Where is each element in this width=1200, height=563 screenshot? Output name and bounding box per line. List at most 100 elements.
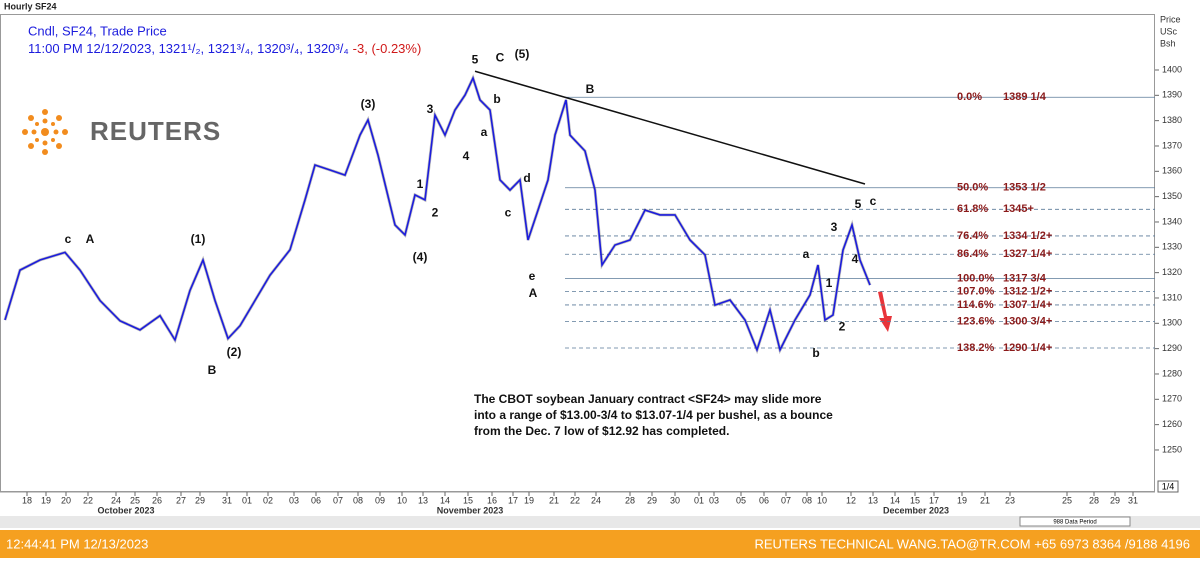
- wave-label: (2): [227, 345, 242, 359]
- x-tick-label: 02: [263, 495, 273, 505]
- fib-price: 1312 1/2+: [1003, 286, 1052, 298]
- x-tick-label: 31: [222, 495, 232, 505]
- fib-price: 1307 1/4+: [1003, 299, 1052, 311]
- wave-label: 4: [463, 149, 470, 163]
- wave-label: B: [208, 363, 217, 377]
- x-tick-label: 06: [759, 495, 769, 505]
- wave-label: B: [586, 82, 595, 96]
- x-tick-label: 10: [817, 495, 827, 505]
- y-tick-label: 1260: [1162, 419, 1182, 429]
- fib-price: 1290 1/4+: [1003, 342, 1052, 354]
- x-tick-label: 24: [111, 495, 121, 505]
- wave-label: (1): [191, 232, 206, 246]
- x-tick-label: 08: [353, 495, 363, 505]
- y-tick-label: 1380: [1162, 115, 1182, 125]
- trendline: [474, 70, 866, 185]
- wave-label: c: [65, 232, 72, 246]
- wave-label: b: [493, 92, 500, 106]
- scale-box-label: 1/4: [1162, 481, 1175, 491]
- wave-label: e: [529, 269, 536, 283]
- y-tick-label: 1290: [1162, 343, 1182, 353]
- y-tick-label: 1310: [1162, 292, 1182, 302]
- y-tick-label: 1280: [1162, 368, 1182, 378]
- fib-pct: 0.0%: [957, 91, 982, 103]
- x-tick-label: 01: [242, 495, 252, 505]
- comment-line: The CBOT soybean January contract <SF24>…: [474, 392, 822, 406]
- y-tick-label: 1250: [1162, 444, 1182, 454]
- wave-label: (3): [361, 97, 376, 111]
- x-tick-label: 31: [1128, 495, 1138, 505]
- series-info: Cndl, SF24, Trade Price: [28, 23, 167, 38]
- data-period: 988 Data Period: [1053, 520, 1096, 526]
- month-label: December 2023: [883, 505, 949, 515]
- month-label: November 2023: [437, 505, 504, 515]
- x-tick-label: 08: [802, 495, 812, 505]
- x-tick-label: 30: [670, 495, 680, 505]
- x-tick-label: 29: [1110, 495, 1120, 505]
- scale-box[interactable]: [1157, 480, 1179, 493]
- x-tick-label: 22: [83, 495, 93, 505]
- comment-line: into a range of $13.00-3/4 to $13.07-1/4…: [474, 408, 833, 422]
- x-tick-label: 26: [152, 495, 162, 505]
- price-line: [4, 75, 871, 353]
- x-tick-label: 13: [418, 495, 428, 505]
- chart-title: Hourly SF24: [4, 1, 57, 11]
- y-tick-label: 1330: [1162, 242, 1182, 252]
- fib-pct: 123.6%: [957, 315, 995, 327]
- fib-price: 1317 3/4: [1003, 272, 1047, 284]
- fib-pct: 61.8%: [957, 203, 988, 215]
- fib-price: 1300 3/4+: [1003, 315, 1052, 327]
- x-tick-label: 13: [868, 495, 878, 505]
- x-tick-label: 07: [333, 495, 343, 505]
- fib-pct: 86.4%: [957, 248, 988, 260]
- x-tick-label: 16: [487, 495, 497, 505]
- x-tick-label: 07: [781, 495, 791, 505]
- wave-label: c: [505, 205, 512, 219]
- wave-label: 1: [826, 276, 833, 290]
- fib-pct: 50.0%: [957, 182, 988, 194]
- wave-label: 5: [472, 52, 479, 66]
- y-tick-label: 1350: [1162, 191, 1182, 201]
- scrollbar[interactable]: [0, 516, 1200, 528]
- ohlc: 11:00 PM 12/12/2023, 1321¹/₂, 1321³/₄, 1…: [28, 41, 349, 56]
- wave-label: a: [803, 247, 810, 261]
- fib-price: 1327 1/4+: [1003, 248, 1052, 260]
- x-tick-label: 29: [195, 495, 205, 505]
- x-tick-label: 27: [176, 495, 186, 505]
- x-tick-label: 09: [375, 495, 385, 505]
- wave-label: A: [86, 232, 95, 246]
- x-tick-label: 06: [311, 495, 321, 505]
- footer-contact: REUTERS TECHNICAL WANG.TAO@TR.COM +65 69…: [755, 536, 1191, 551]
- logo-text: REUTERS: [90, 116, 221, 146]
- wave-label: 4: [852, 252, 859, 266]
- x-tick-label: 21: [980, 495, 990, 505]
- x-tick-label: 19: [524, 495, 534, 505]
- x-tick-label: 01: [694, 495, 704, 505]
- x-tick-label: 14: [440, 495, 450, 505]
- month-label: October 2023: [97, 505, 154, 515]
- y-tick-label: 1370: [1162, 140, 1182, 150]
- fib-price: 1389 1/4: [1003, 91, 1047, 103]
- wave-label: 3: [427, 102, 434, 116]
- x-tick-label: 03: [709, 495, 719, 505]
- y-tick-label: 1360: [1162, 166, 1182, 176]
- x-tick-label: 28: [1089, 495, 1099, 505]
- footer-time: 12:44:41 PM 12/13/2023: [6, 536, 148, 551]
- y-tick-label: 1390: [1162, 90, 1182, 100]
- wave-label: 3: [831, 220, 838, 234]
- wave-label: c: [870, 194, 877, 208]
- fib-pct: 107.0%: [957, 286, 995, 298]
- x-tick-label: 10: [397, 495, 407, 505]
- wave-label: C: [496, 50, 505, 64]
- logo: REUTERS: [22, 109, 221, 155]
- wave-label: b: [812, 346, 819, 360]
- axis-head: USc: [1160, 26, 1178, 36]
- x-tick-label: 18: [22, 495, 32, 505]
- fib-pct: 76.4%: [957, 230, 988, 242]
- wave-label: (4): [413, 250, 428, 264]
- wave-label: A: [529, 286, 538, 300]
- wave-label: 1: [417, 177, 424, 191]
- y-tick-label: 1300: [1162, 318, 1182, 328]
